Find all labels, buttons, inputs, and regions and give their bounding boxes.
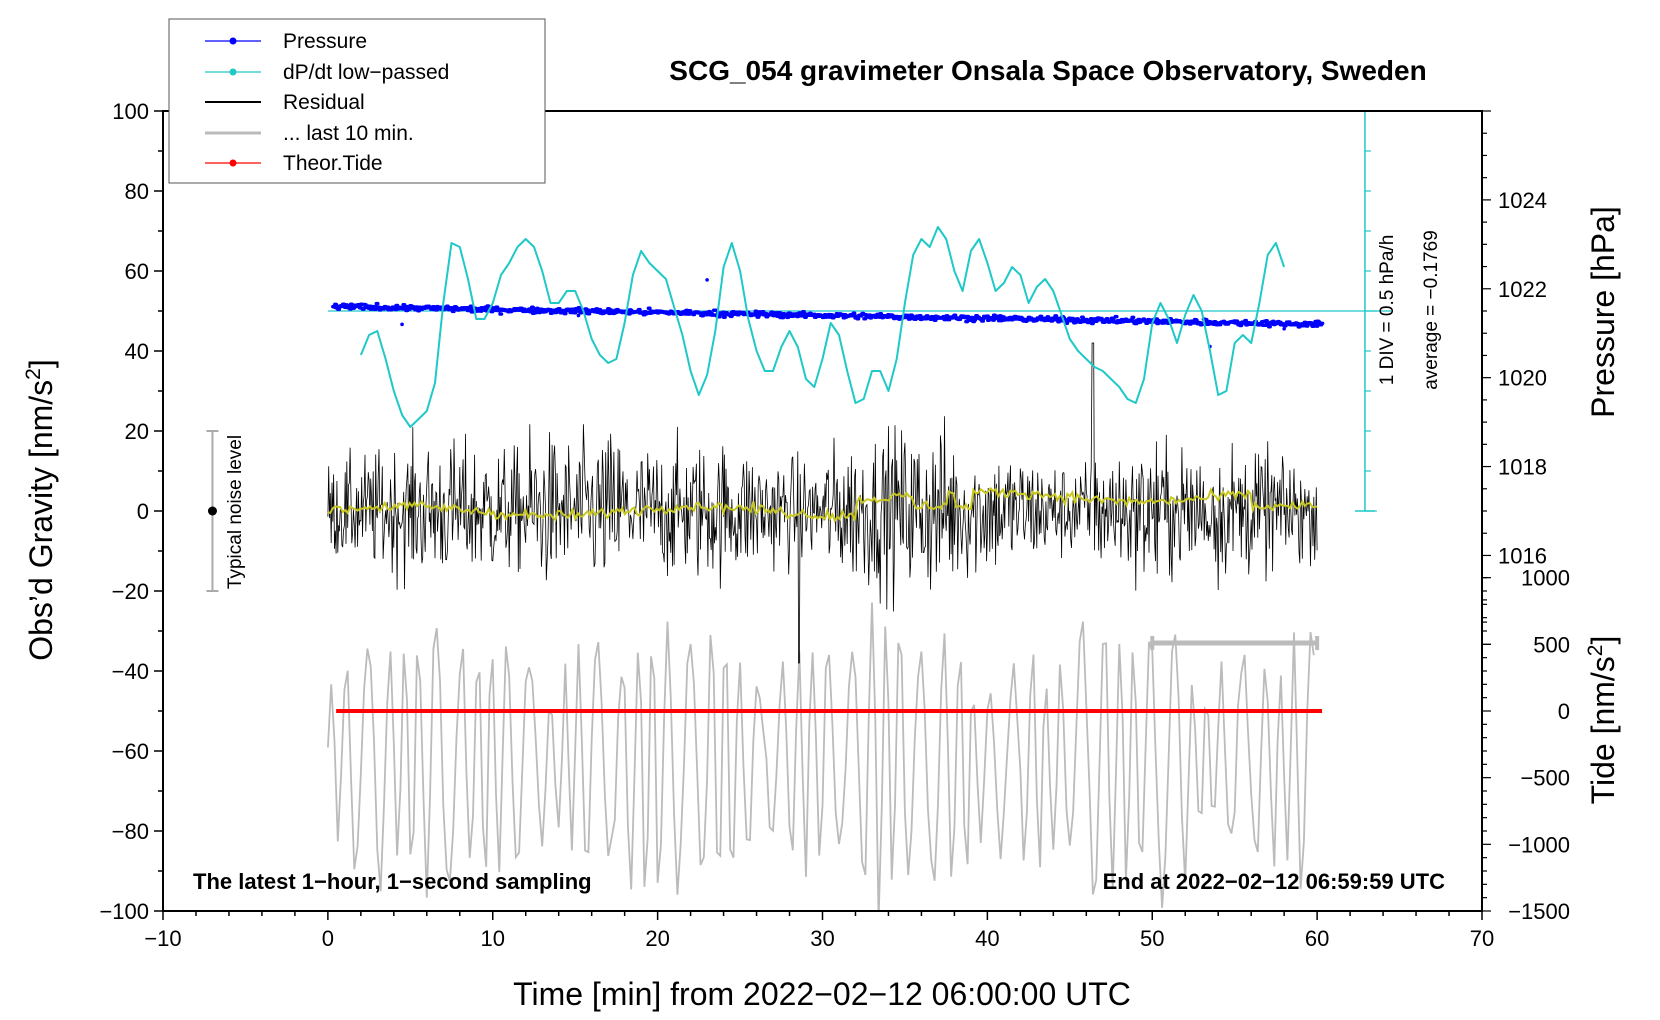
- tide-axis-label-text: Tide [nm/s: [1585, 656, 1621, 804]
- y-tick-label: −80: [112, 819, 149, 844]
- pressure-outlier: [576, 313, 581, 318]
- legend-entry-last10: ... last 10 min.: [205, 122, 414, 145]
- div-annotation: 1 DIV = 0.5 hPa/h: [1377, 235, 1398, 386]
- legend-dpdt-marker: [229, 68, 237, 76]
- average-annotation: average = −0.1769: [1421, 230, 1442, 390]
- y-axis: −100 −80 −60 −40 −20 0 20 40 60 80 100: [99, 99, 163, 924]
- legend-entry-dpdt: dP/dt low−passed: [205, 61, 449, 84]
- legend-entry-residual: Residual: [205, 91, 365, 114]
- y-tick-label: −40: [112, 659, 149, 684]
- x-tick-label: 0: [322, 926, 334, 951]
- pressure-outlier: [705, 278, 709, 282]
- pressure-tick-label: 1024: [1498, 188, 1547, 213]
- residual-series: [327, 342, 1318, 664]
- legend-entry-theor-tide: Theor.Tide: [205, 152, 383, 175]
- legend-pressure-label: Pressure: [283, 30, 367, 53]
- x-tick-label: −10: [144, 926, 181, 951]
- tide-tick-label: −1500: [1508, 899, 1570, 924]
- pressure-axis-label: Pressure [hPa]: [1585, 206, 1621, 418]
- x-tick-label: 60: [1305, 926, 1329, 951]
- legend-entry-pressure: Pressure: [205, 30, 367, 53]
- tide-tick-label: 1000: [1521, 566, 1570, 591]
- legend: Pressure dP/dt low−passed Residual ... l…: [168, 18, 546, 184]
- x-axis: −10 0 10 20 30 40 50 60 70: [144, 911, 1494, 951]
- x-tick-label: 30: [810, 926, 834, 951]
- sampling-note: The latest 1−hour, 1−second sampling: [193, 869, 592, 894]
- pressure-tick-label: 1022: [1498, 277, 1547, 302]
- y-tick-label: −100: [99, 899, 149, 924]
- tide-axis: −1500 −1000 −500 0 500 1000: [1482, 566, 1570, 924]
- x-tick-label: 10: [481, 926, 505, 951]
- last10-series: [327, 602, 1315, 911]
- chart-title: SCG_054 gravimeter Onsala Space Observat…: [669, 55, 1426, 86]
- legend-pressure-marker: [229, 37, 237, 45]
- y-tick-label: 0: [137, 499, 149, 524]
- noise-bar-center: [207, 506, 217, 516]
- y-tick-label: −20: [112, 579, 149, 604]
- noise-label: Typical noise level: [225, 435, 246, 589]
- dpdt-scale: [1354, 110, 1377, 512]
- y-tick-label: 80: [125, 179, 149, 204]
- legend-theor-tide-label: Theor.Tide: [283, 152, 383, 175]
- x-tick-label: 50: [1140, 926, 1164, 951]
- legend-dpdt-label: dP/dt low−passed: [283, 61, 449, 84]
- tide-axis-label-close: ]: [1585, 636, 1621, 645]
- pressure-outlier: [1282, 326, 1286, 331]
- y-tick-label: 20: [125, 419, 149, 444]
- tide-tick-label: 500: [1533, 632, 1570, 657]
- tide-tick-label: −1000: [1508, 832, 1570, 857]
- pressure-tick-label: 1018: [1498, 455, 1547, 480]
- legend-residual-label: Residual: [283, 91, 365, 114]
- y-axis-label: Obs’d Gravity [nm/s2]: [22, 359, 59, 661]
- pressure-outlier: [400, 322, 404, 327]
- data-layers: [206, 226, 1392, 911]
- end-time-note: End at 2022−02−12 06:59:59 UTC: [1103, 869, 1446, 894]
- y-tick-label: 100: [112, 99, 149, 124]
- legend-last10-label: ... last 10 min.: [283, 122, 414, 145]
- y-axis-label-close: ]: [23, 359, 59, 368]
- legend-theor-tide-marker: [229, 159, 237, 167]
- y-tick-label: 40: [125, 339, 149, 364]
- y-tick-label: −60: [112, 739, 149, 764]
- x-axis-label: Time [min] from 2022−02−12 06:00:00 UTC: [513, 976, 1131, 1012]
- y-tick-label: 60: [125, 259, 149, 284]
- dpdt-series: [359, 226, 1286, 428]
- pressure-tick-label: 1016: [1498, 543, 1547, 568]
- x-tick-label: 40: [975, 926, 999, 951]
- y-axis-label-sup: 2: [22, 368, 45, 380]
- residual-smoothed-series: [327, 486, 1318, 524]
- tide-tick-label: 0: [1558, 699, 1570, 724]
- tide-axis-label: Tide [nm/s2]: [1584, 636, 1621, 805]
- y-axis-label-text: Obs’d Gravity [nm/s: [23, 380, 59, 661]
- x-tick-label: 70: [1470, 926, 1494, 951]
- pressure-tick-label: 1020: [1498, 366, 1547, 391]
- pressure-axis: 1016 1018 1020 1022 1024: [1482, 110, 1547, 645]
- tide-axis-label-sup: 2: [1584, 645, 1607, 657]
- tide-tick-label: −500: [1520, 766, 1570, 791]
- x-tick-label: 20: [645, 926, 669, 951]
